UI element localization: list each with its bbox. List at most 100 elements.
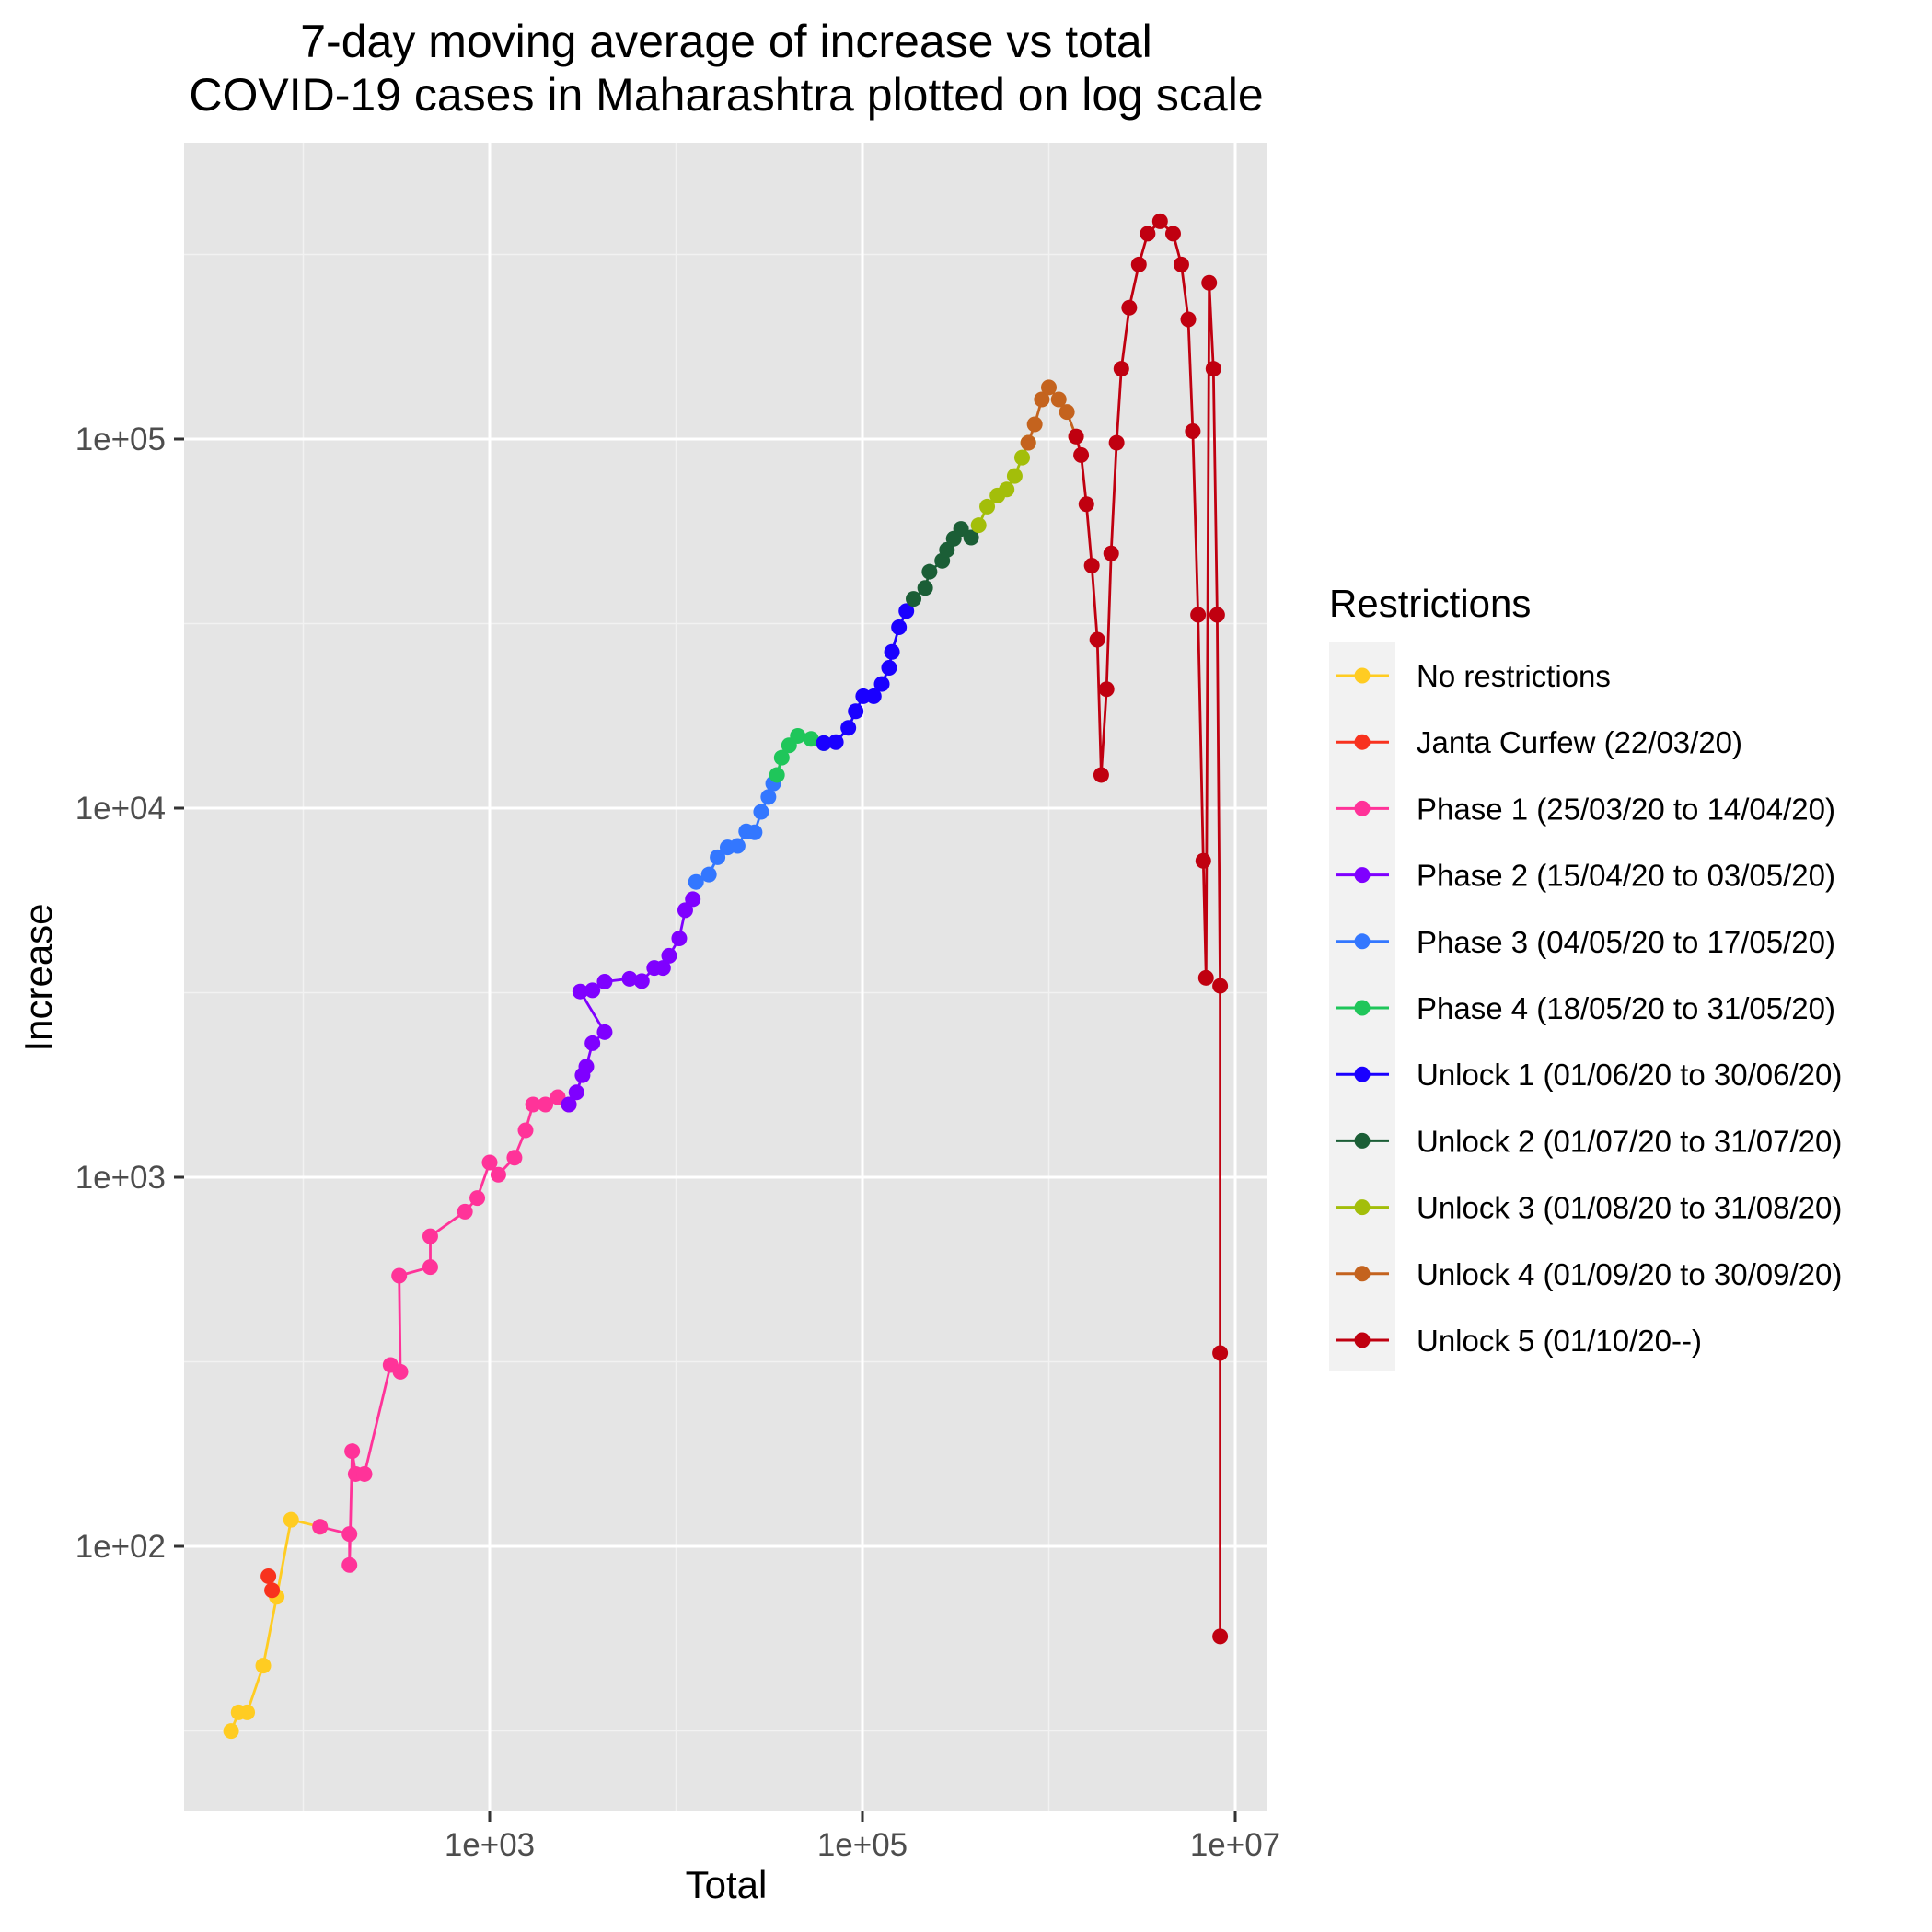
data-point <box>1113 361 1129 377</box>
data-point <box>255 1658 272 1674</box>
data-point <box>906 591 922 607</box>
legend-key-point <box>1354 1266 1371 1282</box>
data-point <box>865 688 882 704</box>
data-point <box>1006 468 1023 484</box>
legend-key-point <box>1354 800 1371 816</box>
legend-key-point <box>1354 1199 1371 1216</box>
data-point <box>921 563 938 580</box>
data-point <box>584 982 601 999</box>
data-point <box>1140 226 1156 242</box>
data-point <box>561 1096 577 1113</box>
y-tick-label: 1e+05 <box>75 422 166 457</box>
data-point <box>1093 767 1109 783</box>
data-point <box>671 931 688 947</box>
legend-label: Phase 4 (18/05/20 to 31/05/20) <box>1417 991 1835 1025</box>
data-point <box>881 660 897 677</box>
y-axis-title: Increase <box>17 903 60 1051</box>
data-point <box>917 580 933 596</box>
data-point <box>264 1582 281 1599</box>
y-tick-label: 1e+03 <box>75 1160 166 1196</box>
axis-ticks: 1e+03 1e+05 1e+07 1e+02 1e+03 1e+04 1e+05 <box>75 422 1280 1863</box>
data-point <box>1034 391 1050 408</box>
series-5 <box>769 727 832 783</box>
data-point <box>1209 607 1225 623</box>
data-point <box>1151 213 1168 229</box>
legend-key-point <box>1354 867 1371 884</box>
series-7 <box>906 521 979 607</box>
data-point <box>790 727 806 744</box>
x-tick-label: 1e+03 <box>445 1827 535 1863</box>
grid <box>184 143 1267 1811</box>
series-1 <box>260 1568 281 1599</box>
data-point <box>1083 558 1100 574</box>
data-point <box>688 873 704 890</box>
legend-label: Unlock 4 (01/09/20 to 30/09/20) <box>1417 1257 1842 1291</box>
legend-key-point <box>1354 1066 1371 1082</box>
data-point <box>621 970 638 987</box>
legend-label: Janta Curfew (22/03/20) <box>1417 725 1742 759</box>
series-10 <box>1068 213 1229 1645</box>
data-point <box>596 973 613 989</box>
legend-label: Phase 3 (04/05/20 to 17/05/20) <box>1417 925 1835 959</box>
data-point <box>633 973 650 989</box>
data-point <box>239 1704 256 1720</box>
data-point <box>1068 428 1084 445</box>
data-point <box>710 849 726 865</box>
legend-key-point <box>1354 1332 1371 1348</box>
legend-key-point <box>1354 933 1371 950</box>
data-point <box>490 1166 506 1183</box>
series-lines <box>223 213 1229 1740</box>
data-point <box>356 1465 373 1482</box>
data-point <box>1103 545 1119 561</box>
data-point <box>1201 274 1218 291</box>
chart-title-line-1: 7-day moving average of increase vs tota… <box>300 16 1152 67</box>
series-6 <box>816 603 915 751</box>
data-point <box>803 731 819 747</box>
data-point <box>596 1024 613 1040</box>
x-tick-label: 1e+05 <box>817 1827 908 1863</box>
legend-title: Restrictions <box>1329 582 1531 625</box>
data-point <box>816 735 832 751</box>
data-point <box>970 517 987 534</box>
data-point <box>827 734 844 750</box>
data-point <box>341 1526 358 1543</box>
data-point <box>873 676 890 692</box>
data-point <box>572 983 588 1000</box>
data-point <box>260 1568 277 1584</box>
data-point <box>1173 256 1189 272</box>
legend: Restrictions No restrictions Janta Curfew… <box>1329 582 1842 1371</box>
data-point <box>979 498 996 515</box>
data-point <box>1020 434 1036 451</box>
data-point <box>700 866 717 883</box>
data-point <box>312 1519 329 1535</box>
legend-label: No restrictions <box>1417 659 1611 693</box>
data-point <box>1041 379 1057 396</box>
data-point <box>1078 496 1094 513</box>
data-point <box>769 767 785 783</box>
legend-key-point <box>1354 1132 1371 1149</box>
data-point <box>1212 1345 1229 1361</box>
data-point <box>1185 423 1201 440</box>
chart-title-line-2: COVID-19 cases in Maharashtra plotted on… <box>189 69 1263 121</box>
data-point <box>283 1511 299 1528</box>
data-point <box>517 1122 534 1139</box>
legend-key-point <box>1354 667 1371 684</box>
data-point <box>1098 681 1115 698</box>
data-point <box>729 838 746 854</box>
data-point <box>773 749 790 766</box>
legend-label: Unlock 1 (01/06/20 to 30/06/20) <box>1417 1058 1842 1092</box>
data-point <box>753 804 769 820</box>
legend-label: Unlock 3 (01/08/20 to 31/08/20) <box>1417 1191 1842 1225</box>
data-point <box>1089 631 1105 648</box>
data-point <box>1026 416 1043 433</box>
series-3 <box>561 891 701 1113</box>
data-point <box>1190 607 1207 623</box>
plot-background <box>184 143 1267 1811</box>
data-point <box>848 703 864 720</box>
legend-key-point <box>1354 734 1371 750</box>
data-point <box>898 603 915 619</box>
series-4 <box>688 775 781 890</box>
data-point <box>1013 449 1030 466</box>
data-point <box>1050 391 1067 408</box>
